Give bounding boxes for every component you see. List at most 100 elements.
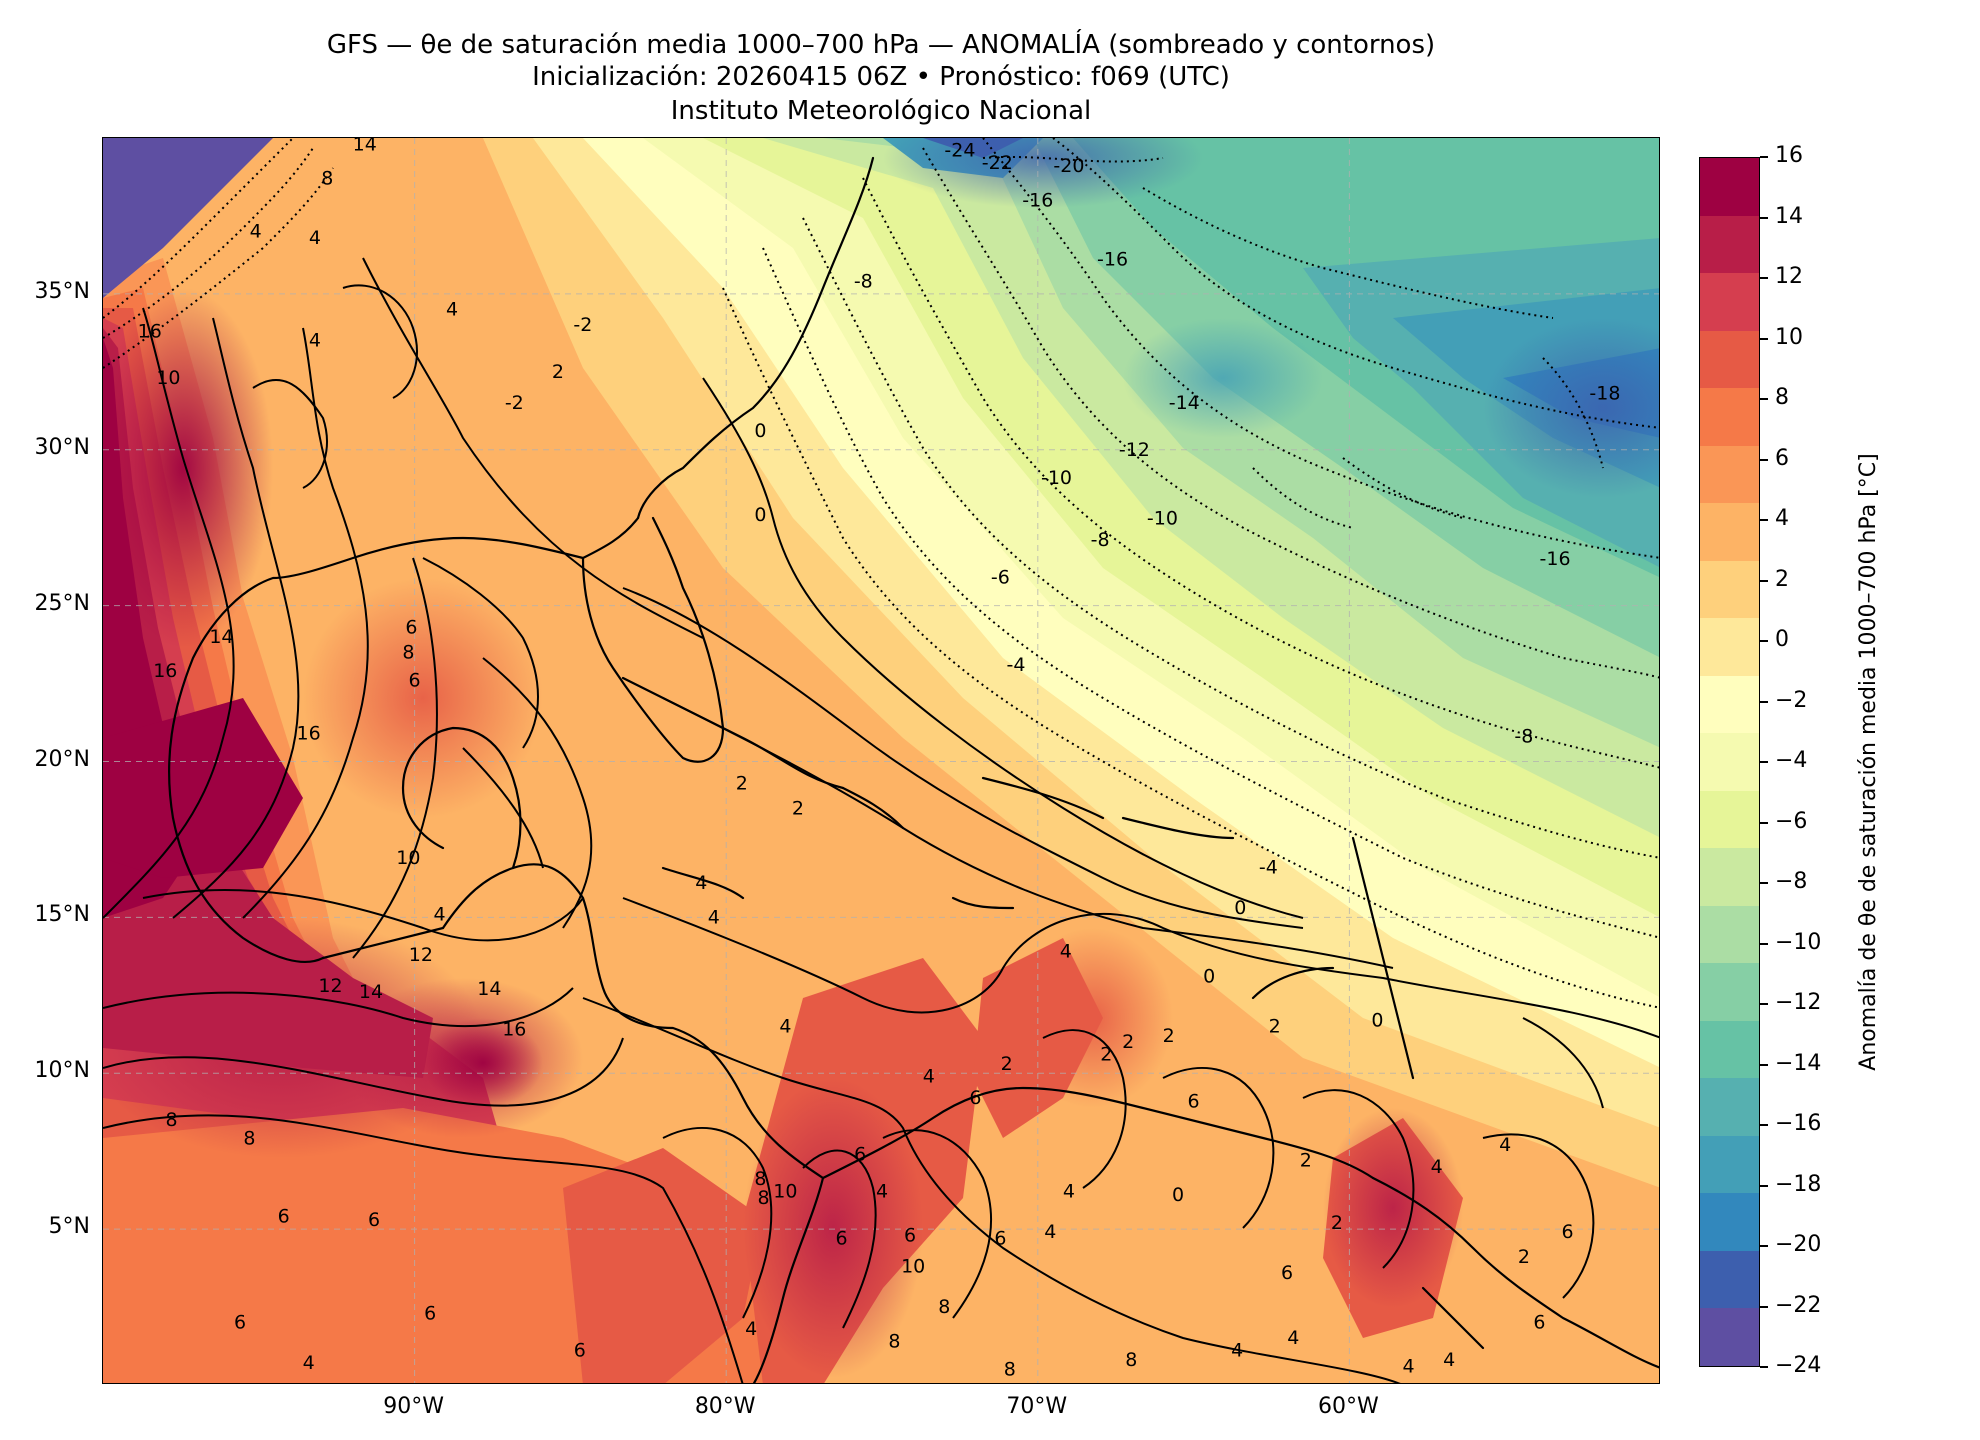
colorbar-tick-mark	[1760, 700, 1768, 703]
contour-label: 2	[1331, 1212, 1343, 1234]
contour-label: 0	[1203, 966, 1215, 988]
colorbar-segment	[1700, 1193, 1759, 1251]
contour-label: 6	[1561, 1221, 1573, 1243]
latitude-tick-label: 10°N	[34, 1058, 90, 1084]
contour-label: 4	[695, 872, 707, 894]
colorbar-tick-label: −12	[1775, 990, 1822, 1015]
contour-label: 14	[353, 138, 377, 155]
contour-label: 16	[502, 1019, 526, 1041]
colorbar-tick-mark	[1760, 1305, 1768, 1308]
colorbar-segment	[1700, 503, 1759, 561]
colorbar-tick-mark	[1760, 216, 1768, 219]
contour-label: 2	[552, 361, 564, 383]
colorbar-segment	[1700, 388, 1759, 446]
contour-label: 2	[1518, 1246, 1530, 1268]
colorbar-segment	[1700, 618, 1759, 676]
contour-label: 16	[138, 320, 162, 342]
contour-label: 4	[1287, 1327, 1299, 1349]
contour-label: 4	[1044, 1221, 1056, 1243]
colorbar-segment	[1700, 1135, 1759, 1194]
colorbar-tick-label: 8	[1775, 385, 1789, 410]
colorbar-tick-mark	[1760, 761, 1768, 763]
colorbar-tick-mark	[1760, 458, 1768, 461]
colorbar-tick-mark	[1760, 1124, 1768, 1126]
contour-label: 4	[1431, 1156, 1443, 1178]
contour-label: 2	[1122, 1031, 1134, 1053]
colorbar-tick-mark	[1760, 821, 1768, 824]
contour-label: 12	[318, 975, 342, 997]
contour-label: 4	[1060, 941, 1072, 963]
contour-label: 6	[994, 1227, 1006, 1249]
contour-label: -22	[982, 152, 1013, 174]
contour-label: 0	[1234, 897, 1246, 919]
longitude-tick-label: 80°W	[694, 1394, 756, 1419]
colorbar-segment	[1700, 675, 1759, 734]
colorbar-tick-mark	[1760, 640, 1768, 642]
longitude-tick-label: 70°W	[1006, 1394, 1068, 1419]
contour-label: 16	[153, 660, 177, 682]
coastlines	[168, 156, 1659, 1383]
contour-label: 8	[1125, 1349, 1137, 1371]
contour-label: -6	[991, 567, 1010, 589]
contour-label: 10	[156, 367, 180, 389]
contour-label: 6	[405, 616, 417, 638]
contour-label: 6	[1533, 1312, 1545, 1334]
latitude-tick-label: 25°N	[34, 590, 90, 616]
contour-label: 8	[402, 641, 414, 663]
contour-label: 4	[1443, 1349, 1455, 1371]
contour-label: 2	[1163, 1025, 1175, 1047]
contour-label: 16	[297, 722, 321, 744]
contour-label: 6	[835, 1227, 847, 1249]
contour-label: 4	[309, 330, 321, 352]
contour-label: 6	[368, 1209, 380, 1231]
contour-label: 8	[758, 1187, 770, 1209]
colorbar-tick-label: −2	[1775, 687, 1808, 713]
contour-label: 0	[1172, 1184, 1184, 1206]
contour-label: 4	[303, 1352, 315, 1374]
colorbar-segment	[1700, 963, 1759, 1021]
contour-label: 2	[1300, 1150, 1312, 1172]
contour-label: 2	[1100, 1044, 1112, 1066]
contour-label: 10	[773, 1181, 797, 1203]
contour-label: 2	[736, 772, 748, 794]
colorbar-segment	[1700, 158, 1759, 216]
colorbar-tick-mark	[1760, 1063, 1768, 1066]
contour-label: 0	[1371, 1009, 1383, 1031]
colorbar-tick-label: 4	[1775, 506, 1789, 531]
map-panel[interactable]: 16 14 12 14 12 16 14 16 16 10 8 6 6 10 4 8 8 6 6 6 6 6 4 4 4 4 2 -2…	[102, 137, 1660, 1384]
contour-label: 8	[938, 1296, 950, 1318]
colorbar-tick-label: −10	[1775, 929, 1822, 955]
colorbar-tick-mark	[1760, 398, 1768, 400]
contour-label: 4	[446, 298, 458, 320]
colorbar-segment	[1700, 1020, 1759, 1079]
colorbar-tick-mark	[1760, 882, 1768, 884]
contour-label: 6	[1188, 1090, 1200, 1112]
contour-label: 2	[1269, 1015, 1281, 1037]
contour-label: -16	[1097, 249, 1128, 271]
contour-label: -24	[944, 139, 975, 161]
colorbar-tick-label: 12	[1775, 264, 1803, 289]
contour-label: -18	[1589, 383, 1620, 405]
title-line-3: Instituto Meteorológico Nacional	[670, 96, 1092, 126]
contour-label: 4	[309, 227, 321, 249]
colorbar-segment	[1700, 560, 1759, 619]
latitude-tick-label: 30°N	[34, 434, 90, 460]
positive-contours	[103, 257, 1659, 1383]
contour-label: 6	[904, 1224, 916, 1246]
contour-label: 14	[209, 626, 233, 648]
longitude-tick-label: 60°W	[1318, 1394, 1379, 1419]
contour-label: -10	[1147, 507, 1178, 529]
contour-label: 6	[278, 1206, 290, 1228]
colorbar-segment	[1700, 215, 1759, 274]
contour-label: 8	[754, 1168, 766, 1190]
colorbar-tick-mark	[1760, 1184, 1768, 1187]
colorbar	[1699, 157, 1760, 1367]
colorbar-tick-label: −16	[1775, 1111, 1822, 1136]
contour-label: -16	[1022, 189, 1053, 211]
colorbar-segment	[1700, 445, 1759, 504]
title-line-1: GFS — θe de saturación media 1000–700 hP…	[326, 30, 1436, 60]
contour-label: -2	[573, 314, 592, 336]
contour-label: 6	[424, 1302, 436, 1324]
colorbar-tick-label: 6	[1775, 445, 1789, 471]
